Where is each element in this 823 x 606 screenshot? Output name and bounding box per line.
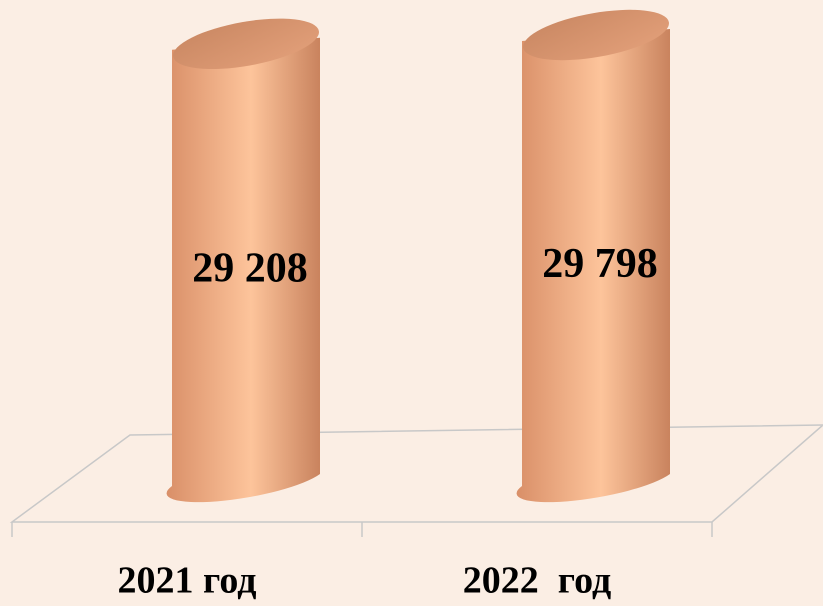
cylinder-top bbox=[523, 9, 669, 61]
floor bbox=[9, 424, 823, 537]
value-label: 29 798 bbox=[542, 241, 658, 287]
x-tick-label: 2022 год bbox=[463, 560, 611, 602]
cylinder-body bbox=[516, 29, 670, 503]
x-tick-label: 2021 год bbox=[118, 560, 257, 602]
value-label: 29 208 bbox=[192, 246, 308, 292]
cylinder-body bbox=[166, 37, 320, 503]
cylinder-top bbox=[173, 18, 319, 70]
